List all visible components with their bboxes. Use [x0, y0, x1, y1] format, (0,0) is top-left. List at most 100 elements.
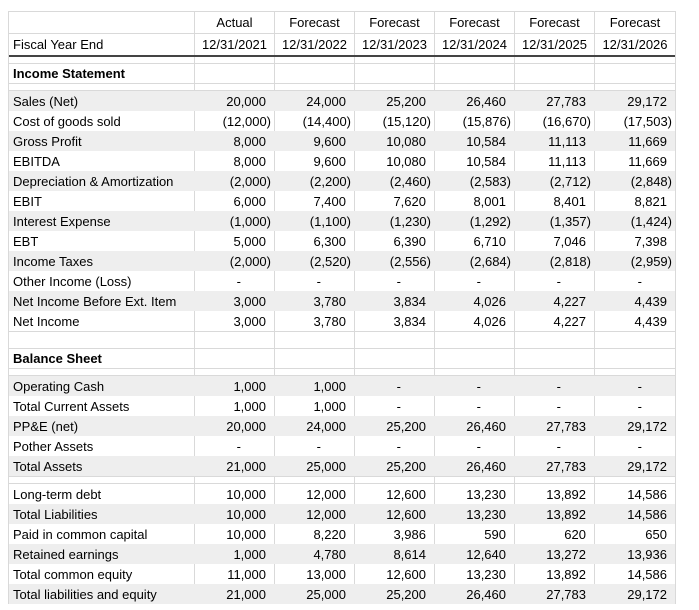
- value-cell[interactable]: 13,000: [275, 564, 355, 584]
- value-cell[interactable]: -: [637, 378, 642, 394]
- value-cell[interactable]: 13,230: [466, 506, 506, 522]
- value-cell[interactable]: 5,000: [195, 231, 275, 251]
- value-cell[interactable]: 3,986: [355, 524, 435, 544]
- value-cell[interactable]: 13,892: [515, 564, 595, 584]
- value-cell[interactable]: -: [355, 396, 435, 416]
- value-cell[interactable]: 11,113: [548, 133, 586, 149]
- value-cell[interactable]: 1,000: [233, 378, 266, 394]
- value-cell[interactable]: 1,000: [313, 378, 346, 394]
- value-cell[interactable]: (2,712): [549, 173, 591, 189]
- value-cell[interactable]: 26,460: [466, 418, 506, 434]
- value-cell[interactable]: (1,000): [229, 213, 271, 229]
- fiscal-year-end-date[interactable]: 12/31/2024: [435, 34, 515, 55]
- value-cell[interactable]: 1,000: [275, 396, 355, 416]
- value-cell[interactable]: -: [515, 396, 595, 416]
- value-cell[interactable]: 4,227: [553, 293, 586, 309]
- value-cell[interactable]: (1,292): [469, 213, 511, 229]
- value-cell[interactable]: 10,584: [466, 133, 506, 149]
- value-cell[interactable]: (2,000): [229, 253, 271, 269]
- value-cell[interactable]: 11,113: [515, 151, 595, 171]
- row-label[interactable]: Long-term debt: [9, 484, 195, 504]
- value-cell[interactable]: 6,300: [275, 231, 355, 251]
- value-cell[interactable]: 8,001: [435, 191, 515, 211]
- value-cell[interactable]: (12,000): [195, 111, 275, 131]
- value-cell[interactable]: 14,586: [627, 566, 667, 582]
- value-cell[interactable]: 590: [435, 524, 515, 544]
- column-type-header[interactable]: Forecast: [355, 12, 435, 33]
- value-cell[interactable]: 3,000: [195, 311, 275, 331]
- value-cell[interactable]: -: [396, 378, 401, 394]
- value-cell[interactable]: 25,200: [386, 93, 426, 109]
- value-cell[interactable]: (2,556): [389, 253, 431, 269]
- value-cell[interactable]: 12,600: [355, 484, 435, 504]
- row-label[interactable]: Operating Cash: [13, 378, 105, 394]
- row-label[interactable]: Gross Profit: [13, 133, 82, 149]
- row-label[interactable]: Interest Expense: [13, 213, 111, 229]
- value-cell[interactable]: 12,000: [306, 506, 346, 522]
- value-cell[interactable]: 620: [515, 524, 595, 544]
- value-cell[interactable]: 13,892: [515, 484, 595, 504]
- value-cell[interactable]: 10,000: [195, 484, 275, 504]
- value-cell[interactable]: 7,398: [634, 233, 667, 249]
- value-cell[interactable]: 4,026: [435, 311, 515, 331]
- row-label[interactable]: Income Taxes: [13, 253, 93, 269]
- value-cell[interactable]: 27,783: [546, 458, 586, 474]
- value-cell[interactable]: (14,400): [275, 111, 355, 131]
- value-cell[interactable]: (2,200): [309, 173, 351, 189]
- value-cell[interactable]: (15,876): [435, 111, 515, 131]
- value-cell[interactable]: -: [476, 378, 481, 394]
- value-cell[interactable]: 11,000: [195, 564, 275, 584]
- value-cell[interactable]: 7,620: [355, 191, 435, 211]
- value-cell[interactable]: 11,669: [628, 133, 667, 149]
- value-cell[interactable]: 9,600: [275, 151, 355, 171]
- value-cell[interactable]: (1,100): [309, 213, 351, 229]
- value-cell[interactable]: (2,848): [630, 173, 672, 189]
- value-cell[interactable]: 8,000: [233, 133, 266, 149]
- row-label[interactable]: Cost of goods sold: [9, 111, 195, 131]
- fiscal-year-end-date[interactable]: 12/31/2026: [602, 37, 668, 52]
- value-cell[interactable]: 8,220: [275, 524, 355, 544]
- row-label[interactable]: Net Income: [9, 311, 195, 331]
- value-cell[interactable]: 650: [645, 526, 667, 542]
- value-cell[interactable]: 12,600: [355, 564, 435, 584]
- row-label[interactable]: Depreciation & Amortization: [13, 173, 174, 189]
- value-cell[interactable]: -: [275, 271, 355, 291]
- value-cell[interactable]: 1,000: [195, 396, 275, 416]
- value-cell[interactable]: -: [275, 436, 355, 456]
- value-cell[interactable]: 27,783: [546, 418, 586, 434]
- row-label[interactable]: Fiscal Year End: [9, 34, 195, 55]
- value-cell[interactable]: -: [637, 438, 642, 454]
- value-cell[interactable]: 7,046: [515, 231, 595, 251]
- value-cell[interactable]: 10,080: [386, 133, 426, 149]
- value-cell[interactable]: 9,600: [313, 133, 346, 149]
- value-cell[interactable]: 6,000: [195, 191, 275, 211]
- value-cell[interactable]: 29,172: [627, 93, 667, 109]
- value-cell[interactable]: 10,584: [435, 151, 515, 171]
- fiscal-year-end-date[interactable]: 12/31/2023: [355, 34, 435, 55]
- fiscal-year-end-date[interactable]: 12/31/2025: [515, 34, 595, 55]
- row-label[interactable]: Retained earnings: [13, 546, 119, 562]
- row-label[interactable]: EBIT: [9, 191, 195, 211]
- row-label[interactable]: PP&E (net): [13, 418, 79, 434]
- column-type-header[interactable]: Forecast: [515, 12, 595, 33]
- value-cell[interactable]: -: [435, 436, 515, 456]
- value-cell[interactable]: 29,172: [627, 586, 667, 602]
- value-cell[interactable]: 26,460: [466, 458, 506, 474]
- value-cell[interactable]: 26,460: [466, 93, 506, 109]
- value-cell[interactable]: 8,821: [634, 193, 667, 209]
- row-label[interactable]: Other Income (Loss): [9, 271, 195, 291]
- value-cell[interactable]: (17,503): [623, 113, 672, 129]
- row-label[interactable]: Total liabilities and equity: [13, 586, 157, 602]
- value-cell[interactable]: 10,000: [226, 506, 266, 522]
- row-label[interactable]: Pother Assets: [9, 436, 195, 456]
- section-title[interactable]: Balance Sheet: [9, 349, 195, 368]
- value-cell[interactable]: 6,710: [435, 231, 515, 251]
- value-cell[interactable]: 13,230: [435, 484, 515, 504]
- value-cell[interactable]: 20,000: [226, 93, 266, 109]
- row-label[interactable]: EBT: [9, 231, 195, 251]
- row-label[interactable]: Total Liabilities: [13, 506, 98, 522]
- row-label[interactable]: Total Current Assets: [9, 396, 195, 416]
- value-cell[interactable]: 10,000: [195, 524, 275, 544]
- value-cell[interactable]: (2,460): [389, 173, 431, 189]
- value-cell[interactable]: 4,780: [313, 546, 346, 562]
